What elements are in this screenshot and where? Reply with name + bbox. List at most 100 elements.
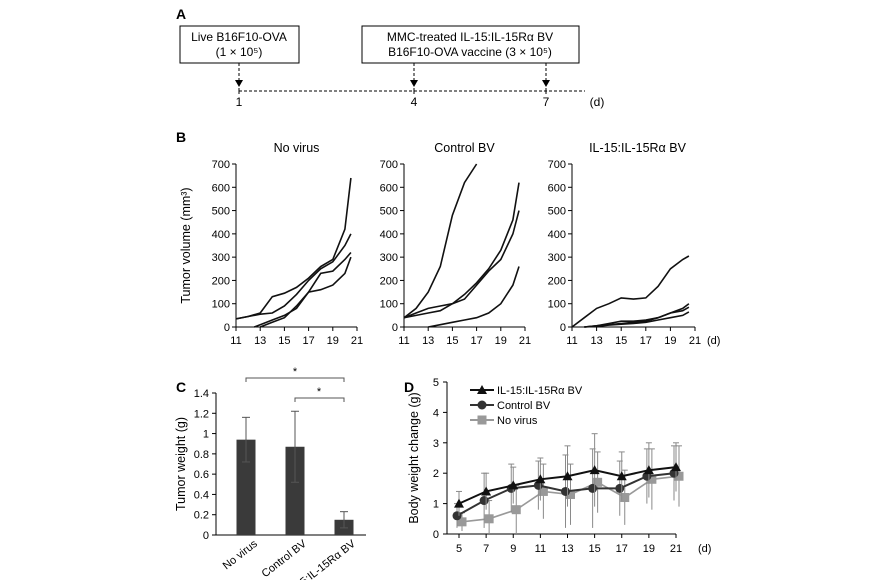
x-tick-label: 19 [664,335,676,347]
tumor-growth-chart-2: 0 100 200 300 400 500 600 700 11 13 15 17 19 21 Contro… [380,141,531,347]
circle-marker [479,496,489,506]
tumor-curve [584,311,690,328]
y-tick-label: 2 [433,468,439,480]
timeline-box2-line2: B16F10-OVA vaccine (3 × 10⁵) [388,45,552,59]
bar-2 [285,446,305,535]
y-tick-label: 500 [548,206,566,218]
circle-marker [477,400,487,410]
y-tick-label: 100 [212,299,230,311]
x-axis-unit: (d) [698,543,711,555]
panel-label-b: B [176,129,186,145]
triangle-marker [477,385,487,394]
panel-label-c: C [176,379,186,395]
chart-title: No virus [274,141,320,155]
y-tick-label: 700 [548,159,566,171]
y-tick-label: 1 [203,429,209,441]
significance-bracket [245,377,345,382]
triangle-marker [562,471,573,481]
arrow-head-4 [410,80,418,87]
x-tick-label: 17 [302,335,314,347]
circle-marker [615,483,625,493]
x-tick-label: 15 [278,335,290,347]
x-tick-label: 17 [640,335,652,347]
square-marker [511,505,521,515]
y-tick-label: 4 [433,407,439,419]
y-axis-label: Tumor weight (g) [174,417,188,511]
tumor-curve [259,256,352,328]
y-tick-label: 0.6 [194,469,209,481]
significance-star: * [293,366,298,378]
tumor-curve [235,233,352,320]
triangle-marker [535,474,546,484]
y-tick-label: 300 [380,252,398,264]
x-tick-label: 21 [689,335,701,347]
panel-a-timeline: A Live B16F10-OVA (1 × 10⁵) MMC-treated … [176,6,604,109]
square-marker [674,471,684,481]
y-tick-label: 300 [548,252,566,264]
x-tick-label: 5 [456,543,462,555]
legend: IL-15:IL-15Rα BV Control BV No virus [470,385,583,427]
triangle-marker [643,465,654,475]
x-tick-label: 17 [616,543,628,555]
x-tick-label: 15 [589,543,601,555]
arrow-head-7 [542,80,550,87]
x-tick-label: 17 [470,335,482,347]
legend-label: Control BV [497,400,551,412]
chart-title: Control BV [434,141,495,155]
triangle-marker [454,498,464,508]
y-tick-label: 500 [380,206,398,218]
tumor-curve [428,266,520,328]
y-tick-label: 3 [433,438,439,450]
y-tick-label: 1.2 [194,408,209,420]
significance-bracket [294,397,345,402]
y-tick-label: 1.4 [194,388,209,400]
square-marker [457,517,467,527]
y-tick-label: 400 [380,229,398,241]
y-tick-label: 100 [380,299,398,311]
y-tick-label: 500 [212,206,230,218]
x-tick-label: 19 [643,543,655,555]
y-tick-label: 300 [212,252,230,264]
y-tick-label: 0.8 [194,449,209,461]
y-tick-label: 0.4 [194,489,209,501]
circle-marker [588,483,598,493]
x-tick-label: 21 [351,335,363,347]
x-tick-label: 13 [590,335,602,347]
tumor-curve [403,210,520,319]
y-tick-label: 200 [212,275,230,287]
y-tick-label: 200 [380,275,398,287]
x-tick-label: 7 [483,543,489,555]
timeline-day-1: 1 [236,95,243,109]
tumor-curve [571,255,690,328]
timeline-box1-line2: (1 × 10⁵) [216,45,263,59]
x-tick-label: 15 [446,335,458,347]
category-label: No virus [221,538,261,573]
square-marker [477,415,487,425]
x-tick-label: 21 [519,335,531,347]
legend-label: IL-15:IL-15Rα BV [497,385,583,397]
tumor-weight-chart: 0 0.2 0.4 0.6 0.8 1 1.2 1.4 Tumor weight (g) No v… [174,366,366,580]
arrow-head-1 [235,80,243,87]
square-marker [620,493,630,503]
square-marker [484,514,494,524]
tumor-curve [403,163,478,319]
x-tick-label: 21 [670,543,682,555]
x-tick-label: 13 [422,335,434,347]
x-axis-unit: (d) [707,335,720,347]
x-tick-label: 13 [561,543,573,555]
x-tick-label: 11 [535,543,546,555]
triangle-marker [508,480,519,490]
timeline-box-vaccine [361,25,580,64]
x-tick-label: 19 [495,335,507,347]
series-square [457,445,684,534]
body-weight-chart: 0 1 2 3 4 5 5 7 9 11 13 15 17 19 21 (d) Body weight chan… [407,377,711,555]
x-tick-label: 11 [566,335,577,347]
tumor-curve [253,251,352,328]
series-triangle [454,433,681,516]
y-tick-label: 600 [380,182,398,194]
series-circle [452,445,679,528]
panel-label-d: D [404,379,414,395]
bar-1 [236,439,256,535]
timeline-unit: (d) [590,95,605,109]
